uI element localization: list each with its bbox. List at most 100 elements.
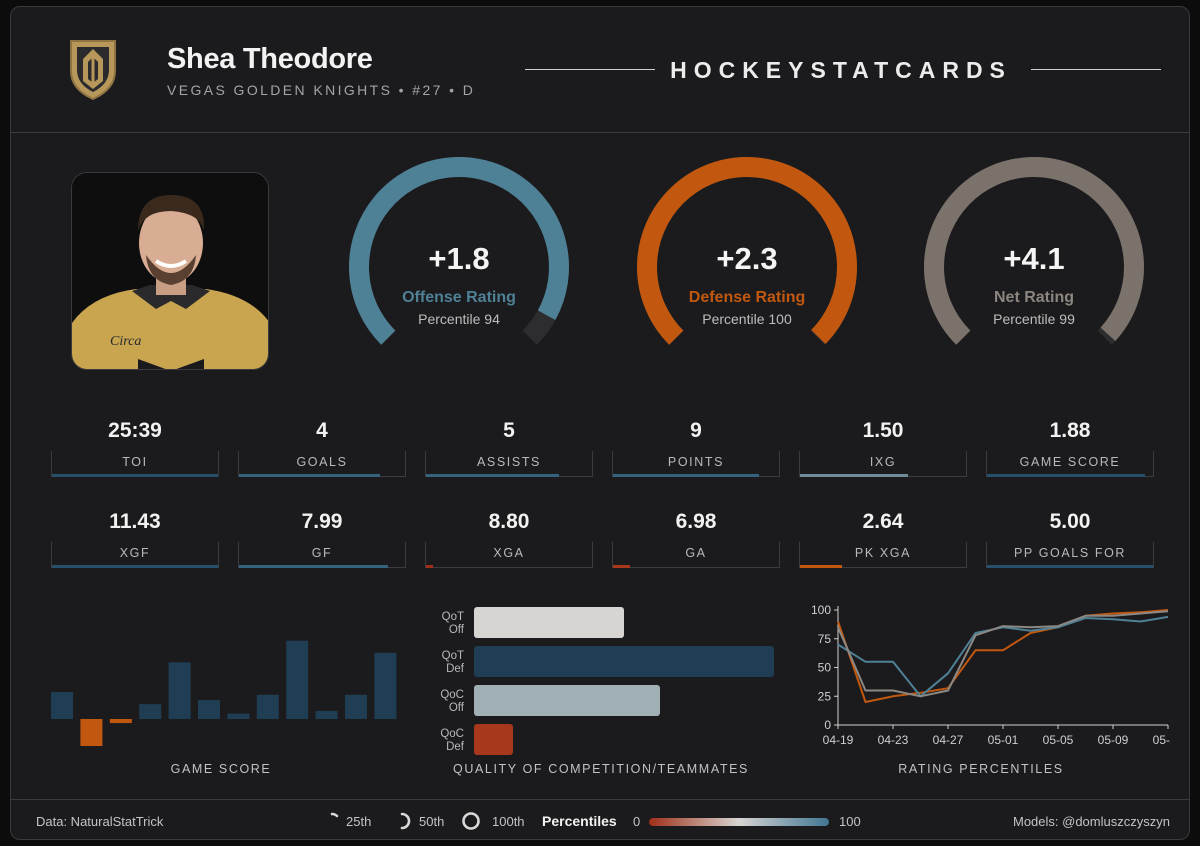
player-name: Shea Theodore xyxy=(167,43,373,75)
stat-box: GAME SCORE xyxy=(986,451,1154,477)
stat-label: GOALS xyxy=(296,455,348,469)
gauge-value: +4.1 xyxy=(1003,241,1065,276)
stat-game-score: 1.88 GAME SCORE xyxy=(986,419,1154,477)
gauge-label: Defense Rating xyxy=(688,289,806,306)
game-score-chart-title: GAME SCORE xyxy=(170,762,272,776)
y-tick-label: 75 xyxy=(818,632,832,646)
stat-value: 11.43 xyxy=(109,510,161,533)
stat-xga: 8.80 XGA xyxy=(425,510,593,568)
qoc-bar xyxy=(474,724,513,755)
gauge-fill xyxy=(924,157,1144,345)
legend-50th: 50th xyxy=(419,814,445,829)
game-score-bar xyxy=(51,692,73,719)
stat-gf: 7.99 GF xyxy=(238,510,406,568)
footer: Data: NaturalStatTrick 25th 50th 100th P… xyxy=(11,799,1189,839)
gauge-percentile: Percentile 94 xyxy=(418,311,500,327)
stat-value: 5 xyxy=(503,419,515,442)
stat-goals: 4 GOALS xyxy=(238,419,406,477)
x-tick-label: 05-09 xyxy=(1098,733,1129,747)
qoc-category-label: Def xyxy=(446,663,465,675)
stat-box: POINTS xyxy=(612,451,780,477)
qoc-bar xyxy=(474,646,774,677)
stat-value: 5.00 xyxy=(1049,510,1091,533)
stat-box: GOALS xyxy=(238,451,406,477)
percentile-50-icon xyxy=(400,812,411,830)
gauge-defense-rating: +2.3 Defense Rating Percentile 100 xyxy=(632,157,862,372)
gauge-percentile: Percentile 99 xyxy=(993,311,1075,327)
stat-value: 4 xyxy=(316,419,328,442)
stat-label: XGF xyxy=(119,546,151,560)
game-score-bar xyxy=(374,652,397,719)
legend-100th: 100th xyxy=(492,814,525,829)
stat-box: PK XGA xyxy=(799,542,967,568)
scale-min: 0 xyxy=(633,814,641,829)
percentile-25-icon xyxy=(330,812,339,818)
stat-label: POINTS xyxy=(667,455,725,469)
stat-percentile-bar xyxy=(987,474,1145,477)
stat-value: 7.99 xyxy=(301,510,343,533)
y-tick-label: 25 xyxy=(818,689,832,703)
x-tick-label: 05-01 xyxy=(988,733,1019,747)
qoc-category-label: Off xyxy=(449,624,465,636)
gauge-value: +2.3 xyxy=(716,241,778,276)
models-credit: Models: @domluszczyszyn xyxy=(1013,814,1170,829)
stat-percentile-bar xyxy=(52,565,218,568)
brand-divider-left xyxy=(525,69,655,70)
stat-percentile-bar xyxy=(613,565,630,568)
stat-percentile-bar xyxy=(613,474,760,477)
qoc-category-label: Def xyxy=(446,741,465,753)
stat-label: PK XGA xyxy=(854,546,912,560)
percentile-color-scale xyxy=(649,818,829,826)
stat-value: 25:39 xyxy=(108,419,162,442)
stat-box: TOI xyxy=(51,451,219,477)
gauge-fill xyxy=(349,157,569,345)
qoc-category-label: Off xyxy=(449,702,465,714)
stat-value: 8.80 xyxy=(488,510,530,533)
golden-knights-helmet-icon xyxy=(70,40,116,101)
stat-value: 1.50 xyxy=(862,419,904,442)
game-score-bar xyxy=(315,710,338,719)
stat-toi: 25:39 TOI xyxy=(51,419,219,477)
qoc-bar xyxy=(474,685,660,716)
x-tick-label: 04-19 xyxy=(823,733,854,747)
x-tick-label: 04-27 xyxy=(933,733,964,747)
qoc-category-label: QoC xyxy=(440,728,464,740)
y-tick-label: 0 xyxy=(824,718,831,732)
stat-box: PP GOALS FOR xyxy=(986,542,1154,568)
stat-box: IXG xyxy=(799,451,967,477)
game-score-bar xyxy=(227,713,250,719)
stat-label: ASSISTS xyxy=(477,455,541,469)
stat-assists: 5 ASSISTS xyxy=(425,419,593,477)
stat-label: TOI xyxy=(122,455,148,469)
stat-percentile-bar xyxy=(239,565,389,568)
stat-label: PP GOALS FOR xyxy=(1013,546,1127,560)
y-tick-label: 50 xyxy=(818,661,832,675)
x-tick-label: 04-23 xyxy=(878,733,909,747)
gauge-value: +1.8 xyxy=(428,241,490,276)
game-score-bar xyxy=(198,700,220,719)
game-score-bar xyxy=(139,704,162,719)
rating-series-line-1 xyxy=(837,615,1169,698)
stat-percentile-bar xyxy=(800,565,842,568)
legend-title: Percentiles xyxy=(542,813,617,829)
stat-label: GF xyxy=(311,546,333,560)
x-tick-label: 05-14 xyxy=(1153,733,1171,747)
stat-percentile-bar xyxy=(426,565,433,568)
header: Shea Theodore VEGAS GOLDEN KNIGHTS • #27… xyxy=(11,7,1189,133)
stat-box: XGA xyxy=(425,542,593,568)
stat-box: GF xyxy=(238,542,406,568)
gauge-label: Offense Rating xyxy=(402,289,516,306)
stat-box: GA xyxy=(612,542,780,568)
data-source: Data: NaturalStatTrick xyxy=(36,814,164,829)
stat-percentile-bar xyxy=(426,474,559,477)
stat-xgf: 11.43 XGF xyxy=(51,510,219,568)
stat-box: ASSISTS xyxy=(425,451,593,477)
stat-pp-goals-for: 5.00 PP GOALS FOR xyxy=(986,510,1154,568)
rating-series-line-2 xyxy=(837,610,1169,698)
qoc-bar xyxy=(474,607,624,638)
stat-value: 2.64 xyxy=(862,510,904,533)
rating-percentiles-chart-title: RATING PERCENTILES xyxy=(898,762,1064,776)
y-tick-label: 100 xyxy=(811,603,831,617)
qoc-category-label: QoT xyxy=(442,611,464,623)
